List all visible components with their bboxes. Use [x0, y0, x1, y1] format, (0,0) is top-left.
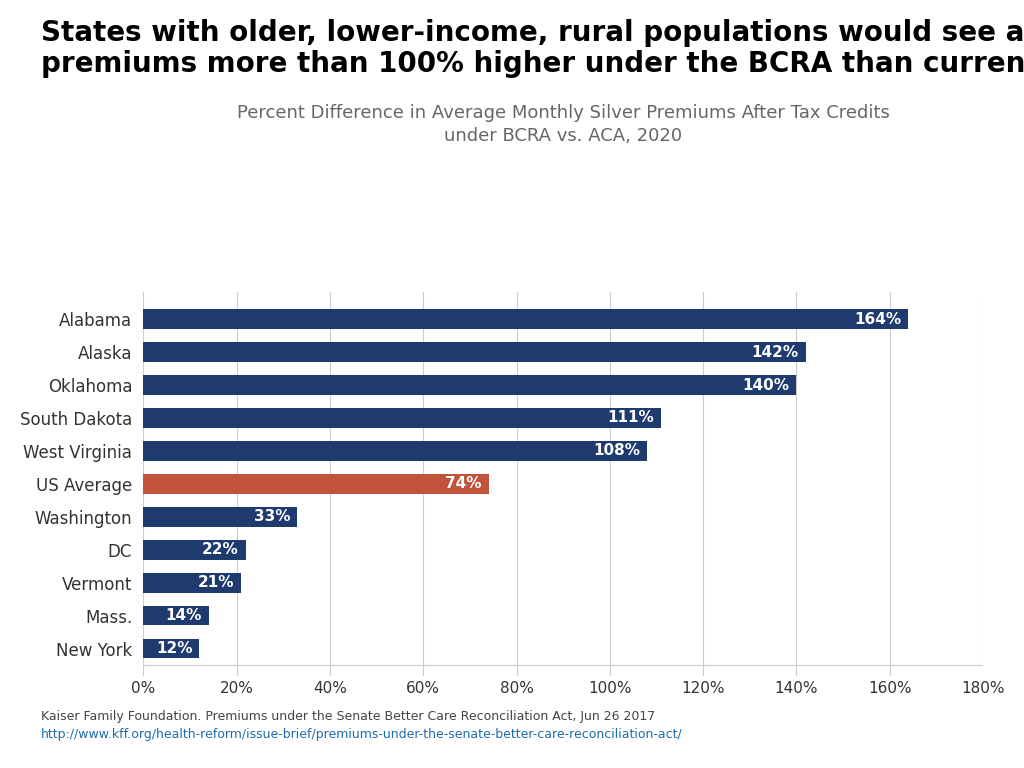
Bar [143, 540, 246, 560]
Text: Percent Difference in Average Monthly Silver Premiums After Tax Credits: Percent Difference in Average Monthly Si… [237, 104, 890, 121]
Bar [143, 408, 662, 428]
Text: http://www.kff.org/health-reform/issue-brief/premiums-under-the-senate-better-ca: http://www.kff.org/health-reform/issue-b… [41, 728, 683, 741]
Bar [143, 639, 200, 658]
Bar [143, 343, 806, 362]
Bar [143, 606, 209, 625]
Text: 33%: 33% [254, 509, 291, 525]
Text: 140%: 140% [742, 378, 790, 392]
Text: 12%: 12% [156, 641, 193, 656]
Text: premiums more than 100% higher under the BCRA than current law: premiums more than 100% higher under the… [41, 50, 1024, 78]
Bar [143, 573, 242, 593]
Text: 14%: 14% [165, 608, 202, 623]
Bar [143, 441, 647, 461]
Text: FOUNDATION: FOUNDATION [925, 745, 975, 754]
Text: States with older, lower-income, rural populations would see average: States with older, lower-income, rural p… [41, 19, 1024, 47]
Text: 142%: 142% [752, 345, 799, 359]
Text: 111%: 111% [607, 410, 654, 425]
Text: THE HENRY J.: THE HENRY J. [925, 697, 975, 707]
Text: Kaiser Family Foundation. Premiums under the Senate Better Care Reconciliation A: Kaiser Family Foundation. Premiums under… [41, 710, 659, 723]
Bar [143, 375, 797, 395]
Text: FAMILY: FAMILY [920, 727, 980, 742]
Bar [143, 474, 488, 494]
Bar [143, 310, 908, 329]
Text: 22%: 22% [203, 542, 239, 558]
Text: 108%: 108% [593, 443, 640, 458]
Text: under BCRA vs. ACA, 2020: under BCRA vs. ACA, 2020 [444, 127, 682, 144]
Text: 74%: 74% [445, 476, 481, 492]
Text: 164%: 164% [854, 312, 901, 326]
Bar [143, 507, 297, 527]
Text: KAISER: KAISER [919, 711, 981, 727]
Text: 21%: 21% [198, 575, 234, 590]
